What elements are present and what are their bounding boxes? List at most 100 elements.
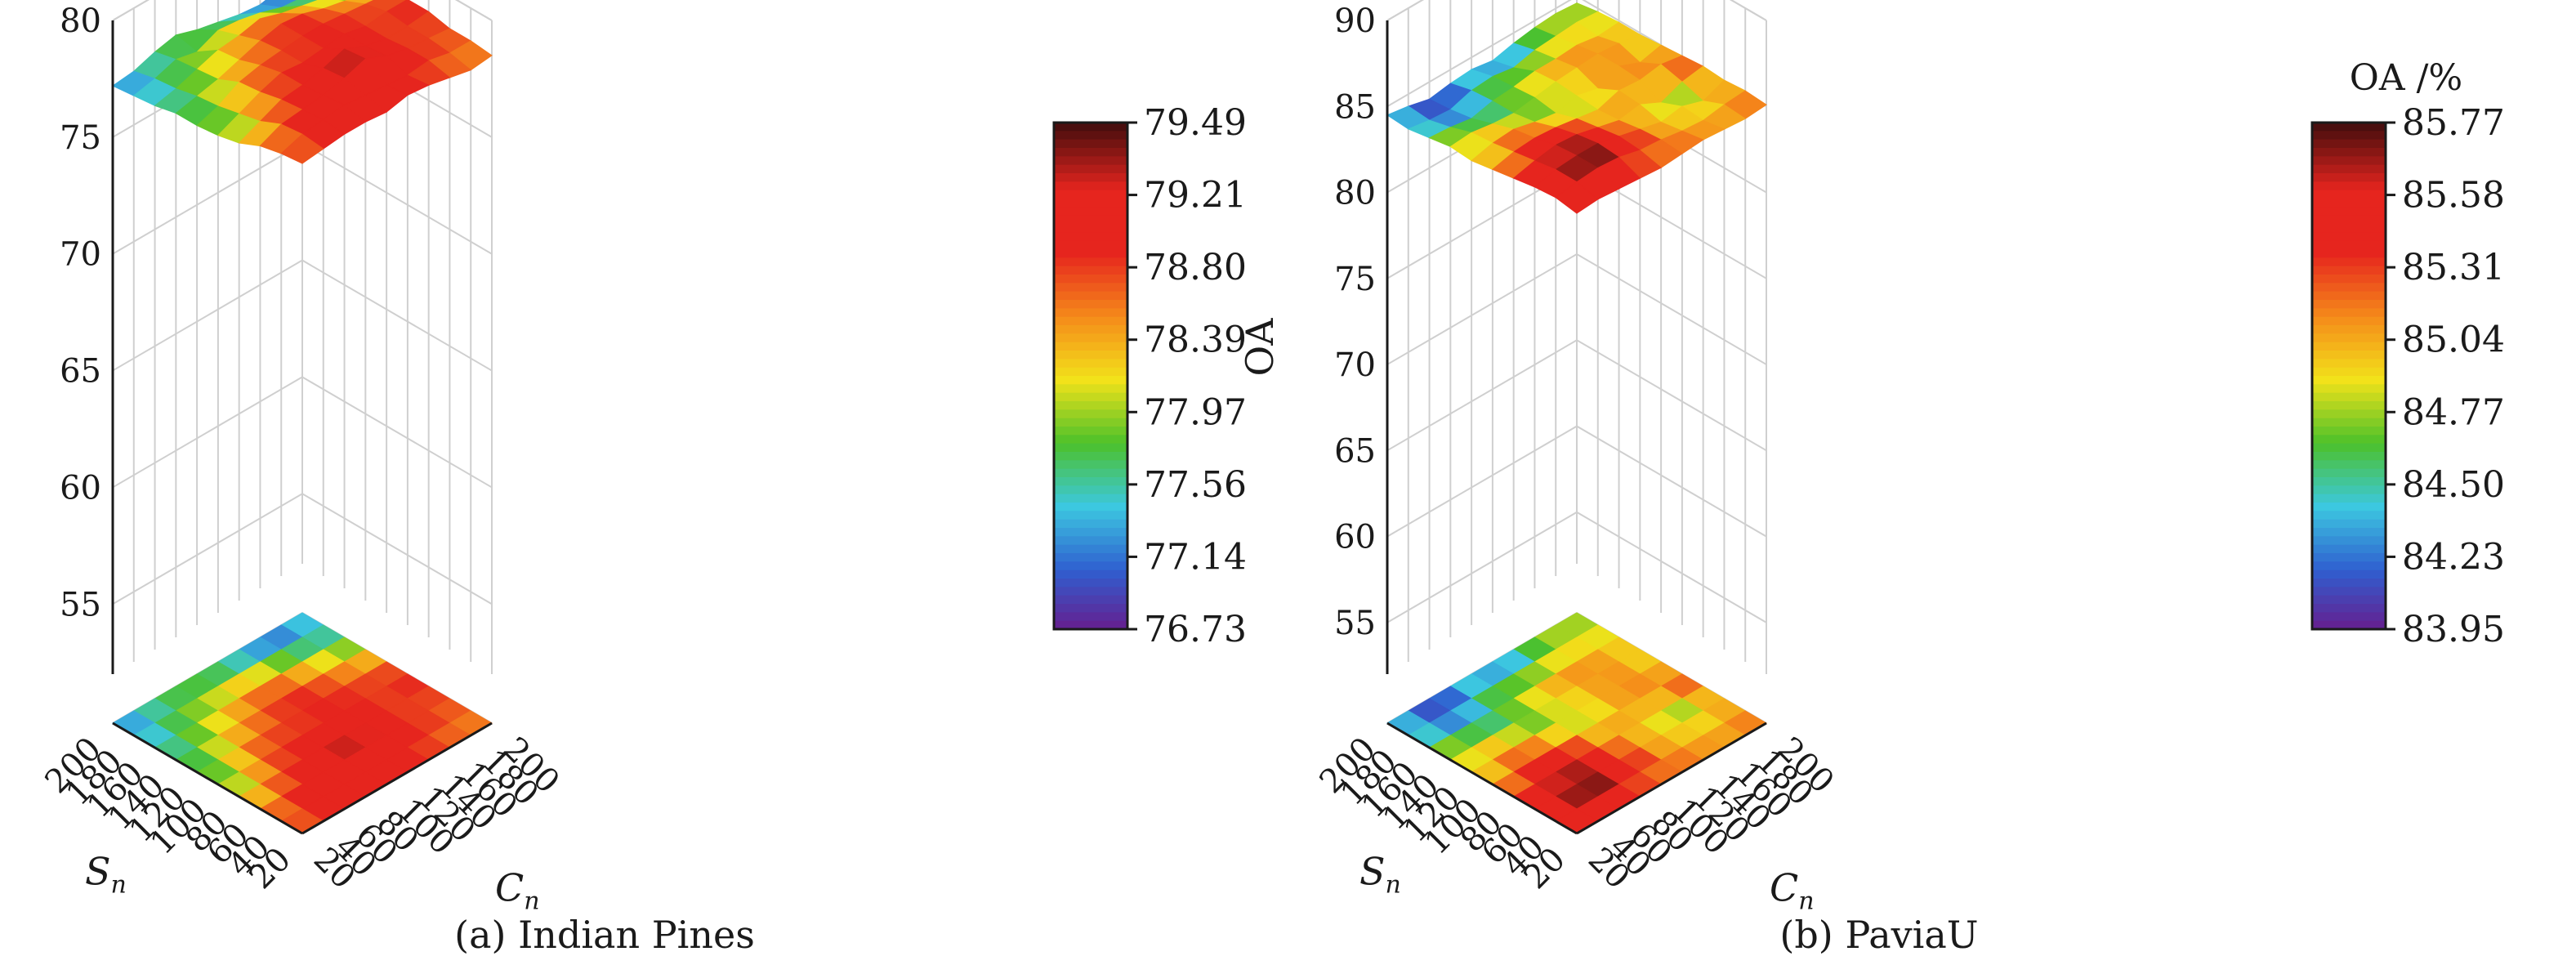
colorbar-band: [2312, 308, 2386, 318]
colorbar-band: [1054, 139, 1127, 149]
z-unit-label: %: [1355, 0, 1389, 5]
colorbar-tick-label: 85.04: [2402, 319, 2505, 361]
colorbar-tick-label: 84.77: [2402, 391, 2505, 433]
x-axis-label-sub: n: [111, 871, 127, 900]
y-axis-line: [301, 722, 493, 835]
colorbar-band: [1054, 570, 1127, 579]
axes-frame: [1386, 20, 1767, 835]
colorbar: 79.49 79.21 78.80 78.39 77.97 77.56 77.14 76.73: [1052, 102, 1247, 650]
colorbar-band: [1054, 418, 1127, 427]
colorbar-band: [1054, 511, 1127, 520]
colorbar-band: [2312, 485, 2386, 495]
z-tick-label: 80: [1334, 175, 1376, 212]
colorbar-band: [2312, 224, 2386, 234]
z-tick-label: 65: [60, 353, 101, 391]
z-axis-label: OA: [0, 318, 7, 377]
colorbar-band: [1054, 544, 1127, 554]
colorbar-tick-label: 78.39: [1144, 319, 1247, 361]
colorbar-tick-label: 79.21: [1144, 175, 1247, 217]
colorbar-band: [2312, 240, 2386, 250]
colorbar-band: [2312, 477, 2386, 487]
colorbar-band: [1054, 164, 1127, 174]
colorbar-band: [1054, 435, 1127, 445]
z-tick-label: 65: [1334, 432, 1376, 470]
colorbar-band: [1054, 240, 1127, 250]
colorbar-tick-label: 79.49: [1144, 102, 1247, 144]
colorbar-tick-label: 77.97: [1144, 391, 1247, 433]
x-axis-label: Sn: [1359, 850, 1401, 900]
colorbar-band: [1054, 131, 1127, 141]
colorbar-band: [1054, 536, 1127, 546]
colorbar-band: [2312, 468, 2386, 478]
colorbar-band: [2312, 156, 2386, 166]
x-axis-line: [1386, 722, 1578, 835]
colorbar-band: [2312, 587, 2386, 596]
x-axis-label-sub: n: [1386, 871, 1401, 900]
colorbar-band: [2312, 528, 2386, 538]
colorbar-band: [2312, 570, 2386, 579]
colorbar-tick-label: 84.23: [2402, 536, 2505, 578]
z-tick-label: 75: [60, 119, 101, 157]
colorbar-band: [1054, 519, 1127, 529]
x-axis-label: Sn: [85, 850, 127, 900]
colorbar-band: [2312, 376, 2386, 386]
colorbar-band: [2312, 427, 2386, 436]
colorbar-band: [2312, 190, 2386, 199]
colorbar-band: [1054, 148, 1127, 158]
colorbar-title: OA /%: [2350, 57, 2462, 99]
colorbar-band: [2312, 367, 2386, 377]
colorbar-band: [2312, 511, 2386, 520]
colorbar-band: [2312, 148, 2386, 158]
colorbar-band: [2312, 131, 2386, 141]
grid-line: [112, 376, 493, 489]
colorbar-band: [1054, 367, 1127, 377]
colorbar-band: [1054, 443, 1127, 453]
colorbar-band: [2312, 257, 2386, 267]
z-tick-label: 70: [1334, 346, 1376, 384]
colorbar-band: [1054, 595, 1127, 605]
colorbar-band: [1054, 579, 1127, 588]
grid-line: [1386, 252, 1767, 365]
colorbar-band: [1054, 199, 1127, 208]
colorbar-band: [1054, 384, 1127, 394]
colorbar-band: [1054, 173, 1127, 183]
colorbar-band: [1054, 181, 1127, 191]
z-tick-label: 90: [1334, 2, 1376, 40]
colorbar-tick-label: 77.14: [1144, 536, 1247, 578]
colorbar-band: [2312, 342, 2386, 351]
colorbar-band: [2312, 443, 2386, 453]
colorbar-tick-label: 85.77: [2402, 102, 2505, 144]
colorbar-band: [2312, 604, 2386, 614]
colorbar-band: [2312, 536, 2386, 546]
colorbar-band: [2312, 300, 2386, 310]
z-tick-label: 60: [60, 469, 101, 507]
colorbar-band: [2312, 164, 2386, 174]
colorbar-band: [1054, 342, 1127, 351]
colorbar-band: [1054, 477, 1127, 487]
z-tick-label: 80: [60, 2, 101, 40]
colorbar-band: [2312, 275, 2386, 284]
figure-caption: (b) PaviaU: [1779, 913, 1978, 957]
colorbar-band: [1054, 587, 1127, 596]
colorbar-band: [2312, 325, 2386, 335]
colorbar-band: [2312, 283, 2386, 293]
z-axis-label: OA: [1238, 318, 1282, 377]
colorbar-band: [1054, 409, 1127, 419]
colorbar-band: [1054, 224, 1127, 234]
z-tick-label: 75: [1334, 261, 1376, 298]
z-tick-label: 55: [1334, 605, 1376, 642]
colorbar-band: [1054, 460, 1127, 470]
colorbar-band: [1054, 207, 1127, 217]
colorbar-band: [2312, 579, 2386, 588]
colorbar-band: [1054, 257, 1127, 267]
colorbar-band: [1054, 275, 1127, 284]
colorbar-band: [1054, 376, 1127, 386]
colorbar-band: [2312, 351, 2386, 360]
colorbar-band: [2312, 316, 2386, 326]
colorbar-band: [2312, 401, 2386, 411]
grid-line: [1386, 425, 1767, 538]
axes-frame: [111, 20, 493, 835]
colorbar-band: [1054, 232, 1127, 242]
colorbar-tick-label: 84.50: [2402, 464, 2505, 506]
